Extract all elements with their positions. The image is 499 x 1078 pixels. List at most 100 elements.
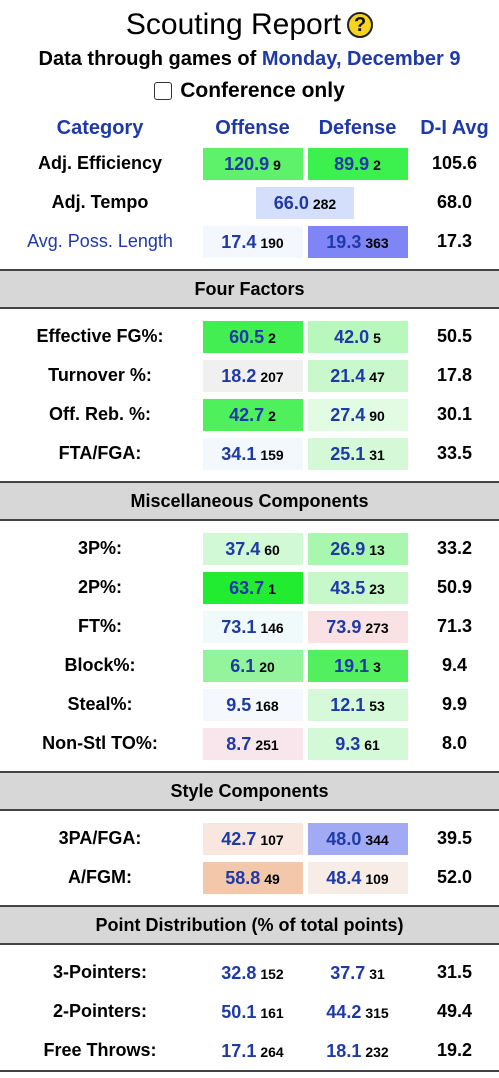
stat-label: Steal%: <box>67 694 133 714</box>
column-header-avg[interactable]: D-I Avg <box>420 116 489 139</box>
offense-rank: 20 <box>259 658 275 675</box>
offense-cell: 42.7 2 <box>202 398 303 431</box>
d1-avg-value: 17.8 <box>436 365 473 385</box>
stat-row-turnover: Turnover %: 18.2 207 21.4 47 17.8 <box>0 356 499 395</box>
defense-value[interactable]: 73.9 <box>326 616 362 637</box>
stat-label: 2-Pointers: <box>52 1001 148 1021</box>
defense-cell: 42.0 5 <box>307 320 408 353</box>
d1-avg-value: 19.2 <box>436 1040 473 1060</box>
section-title: Point Distribution (% of total points) <box>0 905 499 945</box>
defense-cell: 73.9 273 <box>307 610 408 643</box>
section-title: Style Components <box>0 771 499 811</box>
offense-rank: 49 <box>264 870 280 887</box>
stat-label: 2P%: <box>77 577 122 597</box>
offense-rank: 146 <box>260 619 284 636</box>
offense-cell: 8.7 251 <box>202 727 303 760</box>
defense-value[interactable]: 48.4 <box>326 867 362 888</box>
column-header-defense[interactable]: Defense <box>318 116 397 139</box>
defense-rank: 23 <box>369 580 385 597</box>
stat-label: FTA/FGA: <box>58 443 142 463</box>
defense-value[interactable]: 42.0 <box>334 326 370 347</box>
section-spacer <box>0 810 499 819</box>
stat-row-effective-fg: Effective FG%: 60.5 2 42.0 5 50.5 <box>0 317 499 356</box>
d1-avg-value: 31.5 <box>436 962 473 982</box>
defense-rank: 13 <box>369 541 385 558</box>
defense-value[interactable]: 18.1 <box>326 1040 362 1061</box>
defense-value[interactable]: 19.3 <box>326 231 362 252</box>
defense-value[interactable]: 43.5 <box>330 577 366 598</box>
d1-avg-value: 17.3 <box>436 231 473 251</box>
offense-value[interactable]: 42.7 <box>221 828 257 849</box>
offense-value[interactable]: 60.5 <box>229 326 265 347</box>
offense-value[interactable]: 6.1 <box>230 655 256 676</box>
stat-row-3-pointers: 3-Pointers: 32.8 152 37.7 31 31.5 <box>0 953 499 992</box>
offense-rank: 107 <box>260 831 284 848</box>
defense-value[interactable]: 9.3 <box>335 733 361 754</box>
offense-value[interactable]: 17.4 <box>221 231 257 252</box>
d1-avg-value: 39.5 <box>436 828 473 848</box>
defense-value[interactable]: 12.1 <box>330 694 366 715</box>
subtitle-date-link[interactable]: Monday, December 9 <box>261 48 461 70</box>
offense-value[interactable]: 34.1 <box>221 443 257 464</box>
defense-cell: 25.1 31 <box>307 437 408 470</box>
offense-value[interactable]: 63.7 <box>229 577 265 598</box>
defense-value[interactable]: 21.4 <box>330 365 366 386</box>
defense-rank: 31 <box>369 965 385 982</box>
defense-value[interactable]: 89.9 <box>334 153 370 174</box>
defense-cell: 21.4 47 <box>307 359 408 392</box>
column-header-category[interactable]: Category <box>56 116 144 139</box>
conference-only-label: Conference only <box>180 79 345 102</box>
offense-rank: 2 <box>268 407 276 424</box>
defense-rank: 5 <box>373 329 381 346</box>
help-icon[interactable]: ? <box>347 12 374 38</box>
offense-value[interactable]: 37.4 <box>225 538 261 559</box>
report-header: Scouting Report ? Data through games of … <box>0 0 499 104</box>
conference-only-toggle[interactable]: Conference only <box>0 78 499 104</box>
defense-cell: 9.3 61 <box>307 727 408 760</box>
column-header-offense[interactable]: Offense <box>215 116 290 139</box>
offense-rank: 60 <box>264 541 280 558</box>
defense-cell: 19.3 363 <box>307 225 408 258</box>
offense-value[interactable]: 18.2 <box>221 365 257 386</box>
offense-rank: 2 <box>268 329 276 346</box>
offense-cell: 60.5 2 <box>202 320 303 353</box>
offense-value[interactable]: 8.7 <box>226 733 252 754</box>
offense-value[interactable]: 73.1 <box>221 616 257 637</box>
defense-value[interactable]: 48.0 <box>326 828 362 849</box>
stat-row-ft: FT%: 73.1 146 73.9 273 71.3 <box>0 607 499 646</box>
defense-value[interactable]: 27.4 <box>330 404 366 425</box>
offense-value[interactable]: 9.5 <box>226 694 252 715</box>
offense-cell: 50.1 161 <box>202 995 303 1028</box>
offense-value[interactable]: 17.1 <box>221 1040 257 1061</box>
defense-value[interactable]: 26.9 <box>330 538 366 559</box>
offense-cell: 6.1 20 <box>202 649 303 682</box>
defense-value[interactable]: 19.1 <box>334 655 370 676</box>
stat-label: 3P%: <box>77 538 122 558</box>
offense-rank: 190 <box>260 234 284 251</box>
avg-poss-length-link[interactable]: Avg. Poss. Length <box>27 231 173 251</box>
offense-cell: 120.9 9 <box>202 147 303 180</box>
defense-value[interactable]: 25.1 <box>330 443 366 464</box>
defense-value[interactable]: 37.7 <box>330 962 366 983</box>
offense-value[interactable]: 50.1 <box>221 1001 257 1022</box>
stat-row-2-pointers: 2-Pointers: 50.1 161 44.2 315 49.4 <box>0 992 499 1031</box>
offense-cell: 58.8 49 <box>202 861 303 894</box>
offense-cell: 63.7 1 <box>202 571 303 604</box>
conference-only-checkbox[interactable] <box>154 82 173 100</box>
offense-rank: 168 <box>255 697 279 714</box>
tempo-value[interactable]: 66.0 <box>273 192 309 213</box>
offense-value[interactable]: 58.8 <box>225 867 261 888</box>
defense-cell: 44.2 315 <box>307 995 408 1028</box>
offense-value[interactable]: 32.8 <box>221 962 257 983</box>
offense-value[interactable]: 120.9 <box>224 153 270 174</box>
section-spacer <box>0 944 499 953</box>
defense-rank: 31 <box>369 446 385 463</box>
stat-label: Effective FG%: <box>36 326 164 346</box>
page-title: Scouting Report ? <box>0 0 499 42</box>
stat-label: Adj. Efficiency <box>37 153 163 173</box>
offense-rank: 159 <box>260 446 284 463</box>
d1-avg-value: 68.0 <box>436 192 473 212</box>
offense-value[interactable]: 42.7 <box>229 404 265 425</box>
defense-value[interactable]: 44.2 <box>326 1001 362 1022</box>
section-header-point-distribution-of-total-points: Point Distribution (% of total points) <box>0 905 499 945</box>
